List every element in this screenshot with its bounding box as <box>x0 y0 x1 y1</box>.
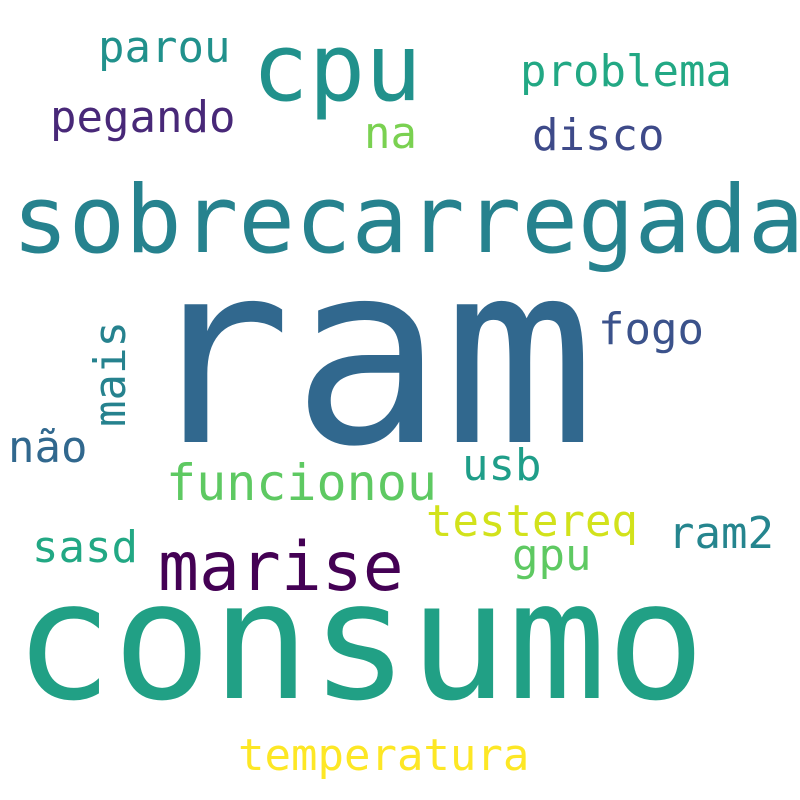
word-consumo: consumo <box>14 546 706 737</box>
word-ram2: ram2 <box>668 508 774 559</box>
word-ram: ram <box>140 209 596 502</box>
word-gpu: gpu <box>512 530 592 581</box>
word-usb: usb <box>462 440 542 491</box>
word-problema: problema <box>520 46 732 97</box>
word-sobrecarregada: sobrecarregada <box>12 166 800 275</box>
word-pegando: pegando <box>50 92 236 143</box>
word-mais: mais <box>84 321 136 427</box>
word-testereq: testereq <box>426 496 638 547</box>
word-parou: parou <box>98 22 231 73</box>
word-fogo: fogo <box>598 304 704 355</box>
word-cpu: cpu <box>252 14 422 123</box>
word-temperatura: temperatura <box>238 730 530 781</box>
word-nao: não <box>8 422 88 473</box>
word-disco: disco <box>532 110 665 161</box>
word-funcionou: funcionou <box>166 454 437 512</box>
word-na: na <box>364 108 417 159</box>
word-sasd: sasd <box>32 522 138 573</box>
word-marise: marise <box>158 528 404 607</box>
